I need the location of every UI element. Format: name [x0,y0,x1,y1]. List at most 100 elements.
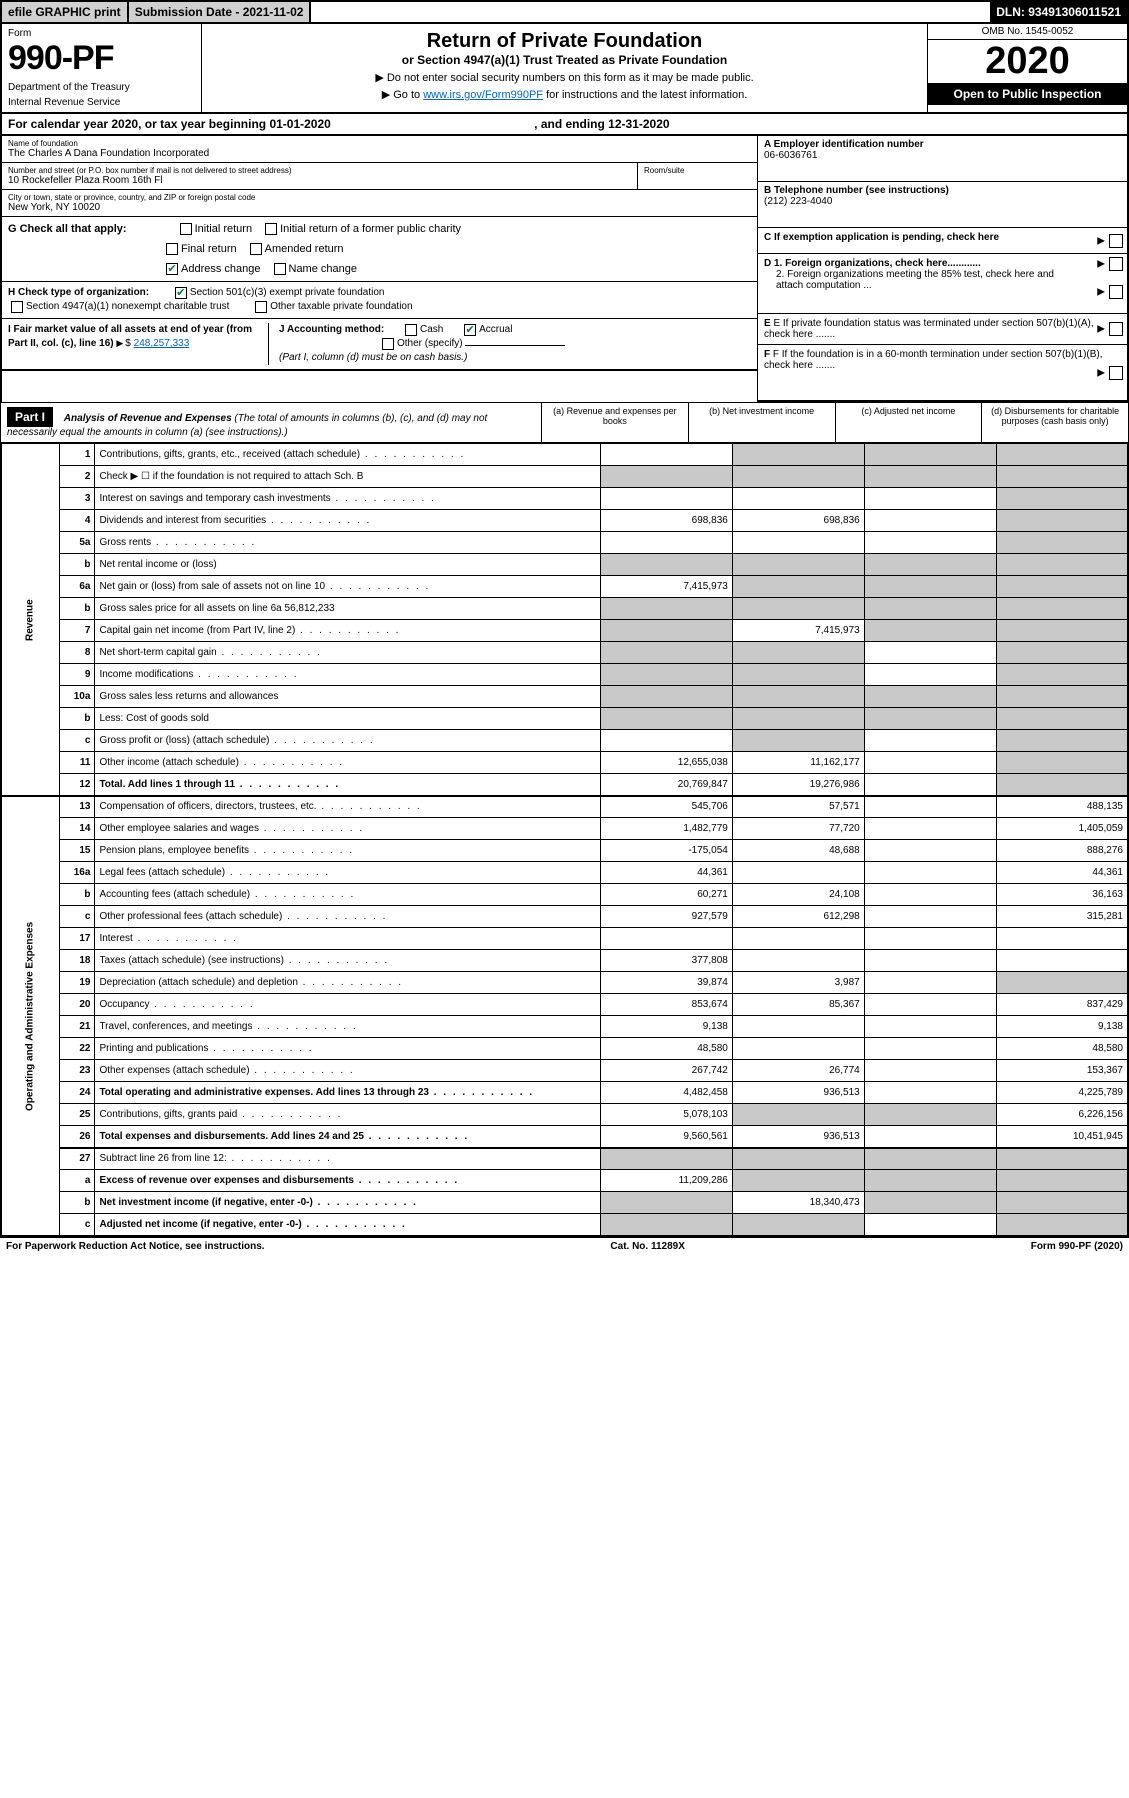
cell-value: 60,271 [600,884,732,906]
irs-link[interactable]: www.irs.gov/Form990PF [423,89,543,101]
cell-value: 837,429 [996,994,1128,1016]
cell-value [864,1082,996,1104]
row-desc: Less: Cost of goods sold [95,708,601,730]
cell-value [996,752,1128,774]
cell-value [996,950,1128,972]
table-row: 2Check ▶ ☐ if the foundation is not requ… [1,466,1128,488]
cell-value [996,1148,1128,1170]
cell-value: 888,276 [996,840,1128,862]
row-num: c [60,730,95,752]
row-num: 7 [60,620,95,642]
row-desc: Net gain or (loss) from sale of assets n… [95,576,601,598]
check-d2[interactable] [1109,285,1123,299]
note-link: ▶ Go to www.irs.gov/Form990PF for instru… [208,88,921,101]
check-initial-former[interactable] [265,223,277,235]
cell-value [600,620,732,642]
row-num: b [60,554,95,576]
row-desc: Adjusted net income (if negative, enter … [95,1214,601,1236]
cell-value [996,510,1128,532]
table-row: 16aLegal fees (attach schedule)44,36144,… [1,862,1128,884]
row-num: 16a [60,862,95,884]
section-g: G Check all that apply: Initial return I… [2,217,757,282]
col-c-head: (c) Adjusted net income [835,403,982,442]
row-desc: Gross sales price for all assets on line… [95,598,601,620]
part1-cash-note: (Part I, column (d) must be on cash basi… [279,352,467,363]
form-title: Return of Private Foundation [208,30,921,53]
check-e[interactable] [1109,322,1123,336]
check-address[interactable] [166,263,178,275]
cell-value [864,708,996,730]
check-4947[interactable] [11,301,23,313]
check-cash[interactable] [405,324,417,336]
row-num: a [60,1170,95,1192]
cell-value [864,620,996,642]
cell-value: 44,361 [600,862,732,884]
top-bar: efile GRAPHIC print Submission Date - 20… [0,0,1129,24]
row-num: b [60,884,95,906]
addr-label: Number and street (or P.O. box number if… [8,166,631,175]
row-num: 5a [60,532,95,554]
table-row: bLess: Cost of goods sold [1,708,1128,730]
row-desc: Subtract line 26 from line 12: [95,1148,601,1170]
form-header: Form 990-PF Department of the Treasury I… [0,24,1129,114]
cell-value [996,620,1128,642]
row-num: c [60,1214,95,1236]
table-row: bAccounting fees (attach schedule)60,271… [1,884,1128,906]
table-row: 7Capital gain net income (from Part IV, … [1,620,1128,642]
cell-value: 18,340,473 [732,1192,864,1214]
check-amended[interactable] [250,243,262,255]
cell-value: 57,571 [732,796,864,818]
check-other-method[interactable] [382,338,394,350]
note-ssn: ▶ Do not enter social security numbers o… [208,71,921,84]
cell-value [600,1148,732,1170]
cell-value [864,774,996,796]
cell-value [600,686,732,708]
cell-value [732,730,864,752]
row-desc: Excess of revenue over expenses and disb… [95,1170,601,1192]
cell-value: 7,415,973 [732,620,864,642]
cell-value [996,730,1128,752]
row-desc: Gross sales less returns and allowances [95,686,601,708]
table-row: 8Net short-term capital gain [1,642,1128,664]
check-initial[interactable] [180,223,192,235]
check-c[interactable] [1109,234,1123,248]
row-desc: Other professional fees (attach schedule… [95,906,601,928]
row-desc: Legal fees (attach schedule) [95,862,601,884]
cell-value [996,664,1128,686]
cell-value [864,906,996,928]
table-row: 14Other employee salaries and wages1,482… [1,818,1128,840]
check-d1[interactable] [1109,257,1123,271]
part1-title: Analysis of Revenue and Expenses [64,413,232,424]
row-num: 11 [60,752,95,774]
cell-value [864,730,996,752]
row-desc: Contributions, gifts, grants, etc., rece… [95,444,601,466]
table-row: Revenue1Contributions, gifts, grants, et… [1,444,1128,466]
cell-value: 39,874 [600,972,732,994]
cell-value [732,466,864,488]
table-row: 3Interest on savings and temporary cash … [1,488,1128,510]
check-f[interactable] [1109,366,1123,380]
cell-value: 927,579 [600,906,732,928]
row-num: 1 [60,444,95,466]
cell-value [732,1214,864,1236]
cell-value: 9,138 [600,1016,732,1038]
cell-value: 612,298 [732,906,864,928]
name-label: Name of foundation [8,139,751,148]
cell-value: 85,367 [732,994,864,1016]
check-name[interactable] [274,263,286,275]
fmv-value[interactable]: 248,257,333 [134,338,190,349]
row-num: b [60,708,95,730]
table-row: 25Contributions, gifts, grants paid5,078… [1,1104,1128,1126]
cell-value: 26,774 [732,1060,864,1082]
table-row: 4Dividends and interest from securities6… [1,510,1128,532]
cell-value: 11,209,286 [600,1170,732,1192]
check-501c3[interactable] [175,287,187,299]
section-f: F If the foundation is in a 60-month ter… [764,349,1103,371]
check-final[interactable] [166,243,178,255]
cell-value [864,1038,996,1060]
cell-value [600,466,732,488]
row-num: 26 [60,1126,95,1148]
check-other-tax[interactable] [255,301,267,313]
cell-value [864,576,996,598]
check-accrual[interactable] [464,324,476,336]
